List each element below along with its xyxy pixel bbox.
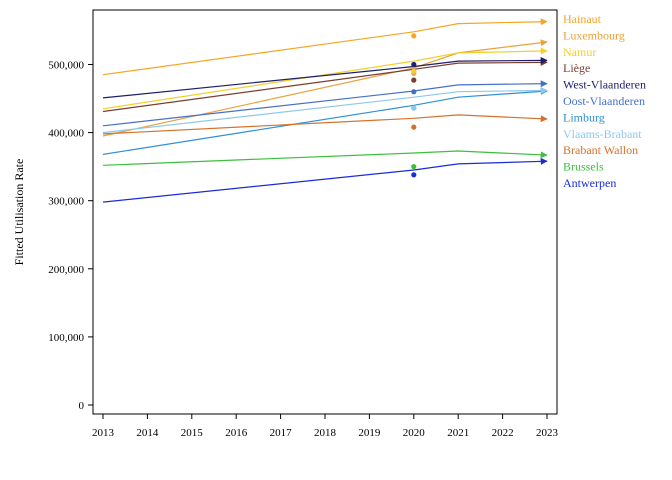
- x-tick-label: 2019: [358, 427, 381, 439]
- series-line-limburg: [102, 87, 548, 155]
- x-tick-label: 2021: [447, 427, 469, 439]
- y-tick-label: 200,000: [48, 264, 84, 276]
- series-label-namur: Namur: [563, 45, 596, 59]
- series-line-namur: [102, 47, 548, 110]
- x-tick-label: 2014: [136, 427, 159, 439]
- x-tick-label: 2015: [181, 427, 204, 439]
- y-tick-label: 0: [79, 400, 85, 412]
- x-tick-label: 2016: [225, 427, 248, 439]
- series-line-brussels: [102, 150, 548, 166]
- series-label-oost-vlaanderen: Oost-Vlaanderen: [563, 94, 645, 108]
- series-labels: Hainaut Luxembourg Namur Liège West-Vlaander…: [563, 12, 646, 190]
- series-label-liege: Liège: [563, 61, 590, 75]
- y-axis-title: Fitted Utilisation Rate: [12, 159, 26, 266]
- observed-point-antwerpen: [411, 172, 417, 178]
- observed-point-oost-vlaanderen: [411, 89, 417, 95]
- observed-point-brabant-wallon: [411, 124, 417, 130]
- series-label-limburg: Limburg: [563, 110, 605, 124]
- plot-frame: [92, 9, 558, 415]
- series-label-vlaams-brabant: Vlaams-Brabant: [563, 127, 642, 141]
- y-tick-label: 500,000: [48, 59, 84, 71]
- x-tick-label: 2023: [536, 427, 559, 439]
- series-line-luxembourg: [102, 39, 548, 137]
- x-tick-label: 2013: [92, 427, 115, 439]
- x-tick-label: 2018: [314, 427, 337, 439]
- x-axis: 2013 2014 2015 2016 2017 2018 2019 2020 2021 2022…: [92, 414, 559, 439]
- series-line-hainaut: [102, 18, 548, 76]
- x-tick-label: 2020: [403, 427, 426, 439]
- y-tick-label: 300,000: [48, 196, 84, 208]
- y-tick-label: 400,000: [48, 128, 84, 140]
- observed-point-liege: [411, 77, 417, 83]
- observed-point-brussels: [411, 164, 417, 170]
- observed-point-hainaut: [411, 33, 417, 39]
- series-label-west-vlaanderen: West-Vlaanderen: [563, 78, 646, 92]
- series-lines: [102, 18, 548, 203]
- x-tick-label: 2017: [270, 427, 293, 439]
- series-line-antwerpen: [102, 157, 548, 203]
- x-tick-label: 2022: [492, 427, 514, 439]
- series-line-liege: [102, 58, 548, 113]
- series-line-west-vlaanderen: [102, 56, 548, 99]
- observed-points: [411, 33, 417, 178]
- observed-point-vlaams-brabant: [411, 105, 417, 111]
- series-line-brabant-wallon: [102, 114, 548, 135]
- series-label-brabant-wallon: Brabant Wallon: [563, 143, 638, 157]
- y-axis: 0 100,000 200,000 300,000 400,000 500,000: [48, 59, 93, 412]
- series-line-oost-vlaanderen: [102, 80, 548, 127]
- series-label-hainaut: Hainaut: [563, 12, 602, 26]
- observed-point-west-vlaanderen: [411, 61, 417, 68]
- y-tick-label: 100,000: [48, 332, 84, 344]
- series-label-luxembourg: Luxembourg: [563, 28, 625, 42]
- series-label-antwerpen: Antwerpen: [563, 176, 616, 190]
- series-label-brussels: Brussels: [563, 160, 604, 174]
- observed-point-namur: [411, 68, 417, 74]
- series-line-vlaams-brabant: [102, 86, 548, 134]
